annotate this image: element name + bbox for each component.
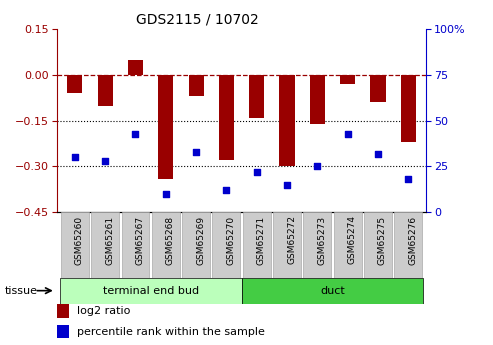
- Bar: [98, 75, 113, 106]
- Text: GSM65268: GSM65268: [166, 215, 175, 265]
- Point: [344, 131, 352, 136]
- Point: [404, 177, 412, 182]
- Text: GSM65267: GSM65267: [136, 215, 144, 265]
- Bar: [242, 278, 423, 304]
- Bar: [68, 75, 82, 93]
- FancyBboxPatch shape: [334, 212, 361, 278]
- Text: GSM65271: GSM65271: [257, 215, 266, 265]
- Text: GSM65274: GSM65274: [348, 215, 356, 265]
- Point: [314, 164, 321, 169]
- Point: [71, 155, 79, 160]
- Bar: [310, 75, 325, 124]
- FancyBboxPatch shape: [91, 212, 119, 278]
- FancyBboxPatch shape: [182, 212, 210, 278]
- FancyBboxPatch shape: [273, 212, 301, 278]
- Point: [374, 151, 382, 156]
- Text: GSM65273: GSM65273: [317, 215, 326, 265]
- Text: percentile rank within the sample: percentile rank within the sample: [77, 327, 265, 337]
- Point: [162, 191, 170, 197]
- Text: terminal end bud: terminal end bud: [103, 286, 199, 296]
- Bar: [219, 75, 234, 160]
- Point: [192, 149, 200, 155]
- Text: GSM65270: GSM65270: [226, 215, 236, 265]
- Point: [283, 182, 291, 187]
- Text: GSM65276: GSM65276: [408, 215, 417, 265]
- Text: log2 ratio: log2 ratio: [77, 306, 131, 316]
- Text: GSM65260: GSM65260: [75, 215, 84, 265]
- Text: GDS2115 / 10702: GDS2115 / 10702: [136, 12, 258, 26]
- Text: GSM65275: GSM65275: [378, 215, 387, 265]
- Bar: [60, 278, 242, 304]
- Bar: [340, 75, 355, 84]
- Point: [101, 158, 109, 164]
- Bar: [249, 75, 264, 118]
- Bar: [158, 75, 174, 179]
- FancyBboxPatch shape: [61, 212, 89, 278]
- Text: GSM65261: GSM65261: [105, 215, 114, 265]
- Point: [132, 131, 140, 136]
- Text: GSM65272: GSM65272: [287, 215, 296, 265]
- FancyBboxPatch shape: [152, 212, 180, 278]
- Point: [222, 187, 230, 193]
- Bar: [57, 325, 69, 338]
- Bar: [370, 75, 386, 102]
- Bar: [128, 60, 143, 75]
- Text: GSM65269: GSM65269: [196, 215, 205, 265]
- Bar: [188, 75, 204, 96]
- Bar: [280, 75, 295, 167]
- FancyBboxPatch shape: [122, 212, 149, 278]
- FancyBboxPatch shape: [364, 212, 392, 278]
- FancyBboxPatch shape: [303, 212, 331, 278]
- Text: duct: duct: [320, 286, 345, 296]
- FancyBboxPatch shape: [212, 212, 241, 278]
- Bar: [401, 75, 416, 142]
- Point: [253, 169, 261, 175]
- Bar: [57, 304, 69, 317]
- FancyBboxPatch shape: [243, 212, 271, 278]
- FancyBboxPatch shape: [394, 212, 422, 278]
- Text: tissue: tissue: [5, 286, 38, 296]
